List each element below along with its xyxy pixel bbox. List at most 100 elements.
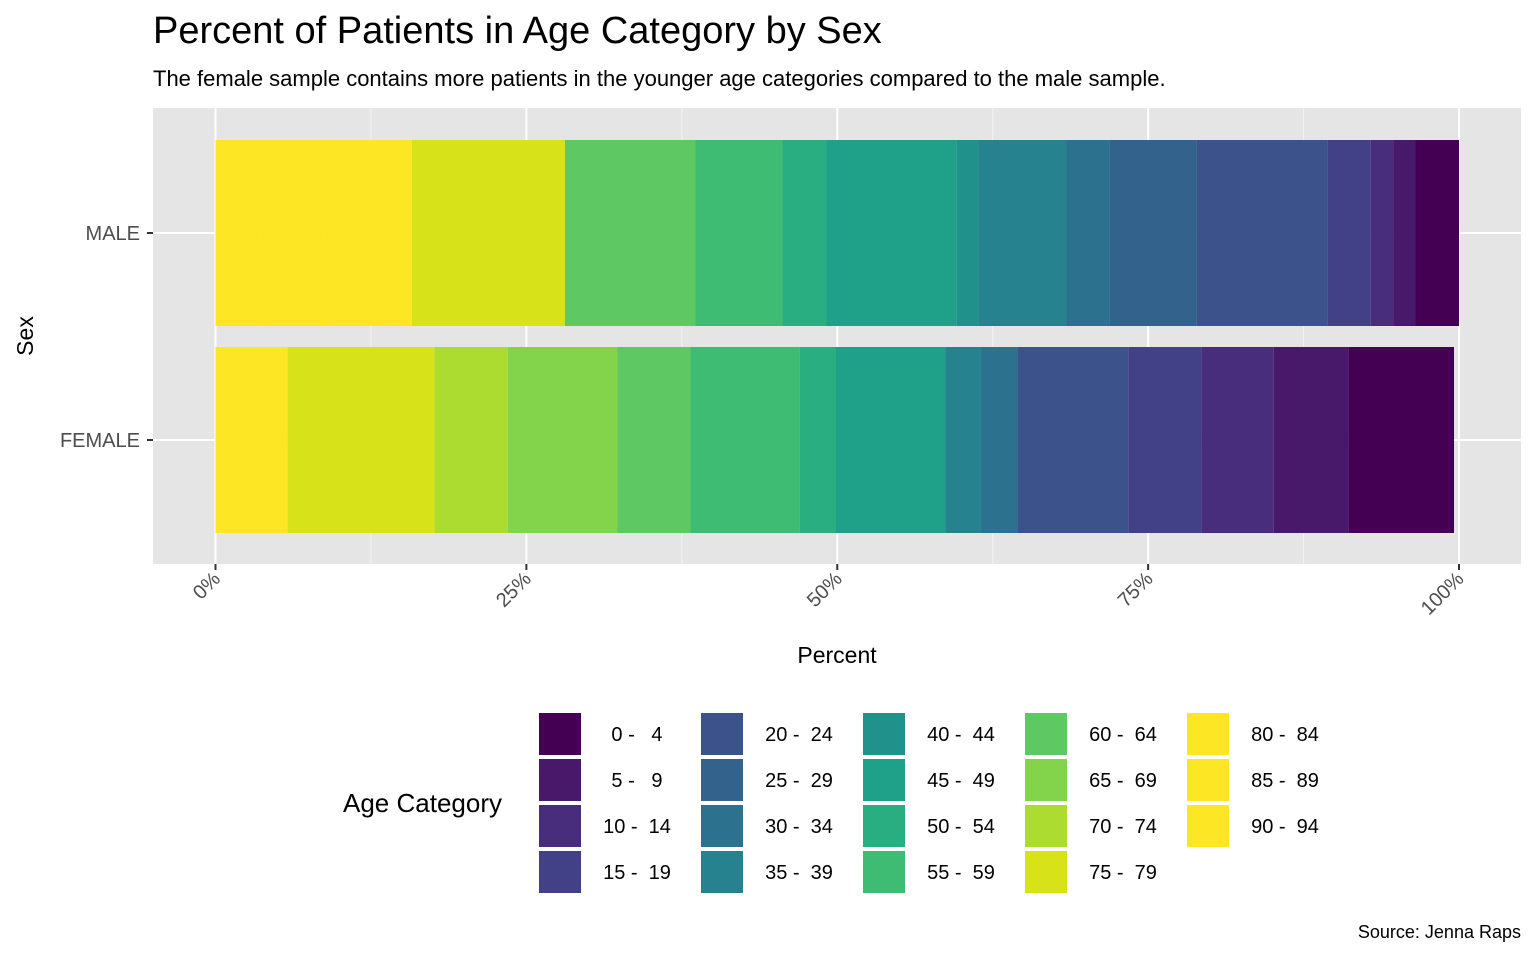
- legend-key: [862, 758, 906, 802]
- legend-label: 70 - 74: [1089, 816, 1157, 838]
- bar-segment: [690, 347, 800, 533]
- legend-key: [538, 712, 582, 756]
- legend-key: [1186, 804, 1230, 848]
- legend-key: [1024, 712, 1068, 756]
- legend-key: [862, 804, 906, 848]
- legend-label: 10 - 14: [603, 816, 671, 838]
- x-tick-label: 50%: [803, 568, 847, 612]
- legend-item: 25 - 29: [700, 758, 850, 804]
- legend-key: [862, 850, 906, 894]
- legend-label: 40 - 44: [927, 724, 995, 746]
- bar-segment: [799, 347, 837, 533]
- legend-item: 50 - 54: [862, 804, 1012, 850]
- legend-label: 75 - 79: [1089, 862, 1157, 884]
- chart-title: Percent of Patients in Age Category by S…: [153, 10, 882, 52]
- bar-segment: [259, 140, 325, 326]
- y-axis: MALE FEMALE: [60, 223, 153, 452]
- bar-segment: [434, 347, 508, 533]
- bar-segment: [981, 347, 1018, 533]
- legend-item: 70 - 74: [1024, 804, 1174, 850]
- legend-key: [1024, 804, 1068, 848]
- y-tick-label: MALE: [86, 223, 140, 245]
- bar-segment: [251, 347, 288, 533]
- legend-key: [538, 850, 582, 894]
- legend-label: 5 - 9: [611, 770, 663, 792]
- x-axis: 0% 25% 50% 75% 100%: [189, 564, 1469, 620]
- x-tick-label: 100%: [1417, 568, 1469, 620]
- legend-label: 90 - 94: [1251, 816, 1319, 838]
- legend-label: 80 - 84: [1251, 724, 1319, 746]
- legend-key: [1024, 758, 1068, 802]
- legend-label: 20 - 24: [765, 724, 833, 746]
- y-axis-title: Sex: [12, 316, 38, 356]
- source-caption: Source: Jenna Raps: [1357, 922, 1521, 942]
- legend-label: 25 - 29: [765, 770, 833, 792]
- legend-item: 10 - 14: [538, 804, 688, 850]
- legend-item: 40 - 44: [862, 712, 1012, 758]
- bar-segment: [215, 140, 260, 326]
- legend-item: 75 - 79: [1024, 850, 1174, 896]
- bar-segment: [1128, 347, 1202, 533]
- legend-item: 15 - 19: [538, 850, 688, 896]
- legend-item: 0 - 4: [538, 712, 688, 758]
- bar-segment: [695, 140, 783, 326]
- legend-label: 50 - 54: [927, 816, 995, 838]
- legend-key: [862, 712, 906, 756]
- bar-segment: [617, 347, 691, 533]
- legend-label: 35 - 39: [765, 862, 833, 884]
- legend-label: 55 - 59: [927, 862, 995, 884]
- legend-item: 35 - 39: [700, 850, 850, 896]
- y-tick-label: FEMALE: [60, 430, 140, 452]
- legend-key: [1186, 758, 1230, 802]
- legend-key: [700, 850, 744, 894]
- legend-label: 30 - 34: [765, 816, 833, 838]
- legend-label: 65 - 69: [1089, 770, 1157, 792]
- legend-item: 65 - 69: [1024, 758, 1174, 804]
- legend-item: 60 - 64: [1024, 712, 1174, 758]
- legend-item: 55 - 59: [862, 850, 1012, 896]
- bar-segment: [411, 140, 565, 326]
- legend-key: [700, 758, 744, 802]
- bar-segment: [956, 140, 980, 326]
- legend-key: [1024, 850, 1068, 894]
- x-tick-label: 25%: [492, 568, 536, 612]
- bar-segment: [836, 347, 946, 533]
- legend-title: Age Category: [343, 788, 502, 818]
- legend-label: 85 - 89: [1251, 770, 1319, 792]
- legend-item: 45 - 49: [862, 758, 1012, 804]
- bar-segment: [826, 140, 957, 326]
- legend-label: 60 - 64: [1089, 724, 1157, 746]
- bar-segment: [215, 347, 252, 533]
- bar-segment: [1348, 347, 1455, 533]
- bar-segment: [979, 140, 1067, 326]
- legend-item: 20 - 24: [700, 712, 850, 758]
- legend-item: 5 - 9: [538, 758, 688, 804]
- legend-item: 80 - 84: [1186, 712, 1336, 758]
- bar-segment: [1196, 140, 1328, 326]
- chart-subtitle: The female sample contains more patients…: [153, 66, 1166, 91]
- legend-key: [700, 804, 744, 848]
- legend-item: 90 - 94: [1186, 804, 1336, 850]
- bar-segment: [1109, 140, 1197, 326]
- bar-segment: [287, 347, 435, 533]
- legend-item: 30 - 34: [700, 804, 850, 850]
- legend-label: 15 - 19: [603, 862, 671, 884]
- bar-segment: [1273, 347, 1349, 533]
- bars: [215, 140, 1459, 533]
- bar-segment: [1066, 140, 1110, 326]
- bar-segment: [1201, 347, 1274, 533]
- bar-segment: [782, 140, 827, 326]
- bar-segment: [564, 140, 696, 326]
- bar-segment: [324, 140, 412, 326]
- bar-segment: [945, 347, 982, 533]
- legend-key: [1186, 712, 1230, 756]
- legend-key: [538, 758, 582, 802]
- legend-key: [538, 804, 582, 848]
- bar-segment: [1017, 347, 1129, 533]
- bar-segment: [1415, 140, 1459, 326]
- bar-segment: [1370, 140, 1394, 326]
- legend-item: 85 - 89: [1186, 758, 1336, 804]
- legend-key: [700, 712, 744, 756]
- bar-segment: [1327, 140, 1371, 326]
